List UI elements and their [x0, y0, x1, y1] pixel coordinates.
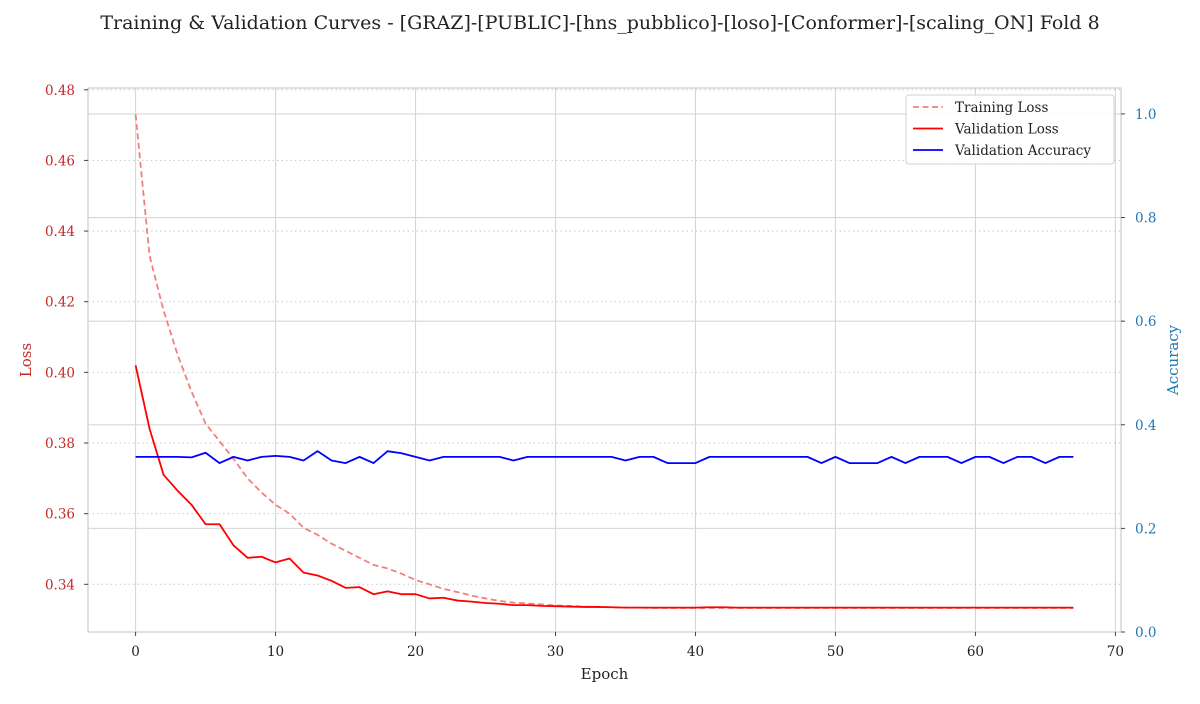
x-tick-label: 70	[1107, 644, 1124, 660]
y-tick-label: 0.36	[45, 507, 75, 523]
x-tick-label: 50	[827, 644, 844, 660]
y2-tick-label: 0.2	[1135, 521, 1156, 537]
axis-layer: 0 10 20 30 40 50 60 70 0.34 0.36 0.38 0.40 0.42 0.44 0…	[45, 83, 1157, 660]
x-tick-label: 40	[687, 644, 704, 660]
y-tick-label: 0.38	[45, 436, 75, 452]
series-line-training-loss	[134, 114, 1074, 609]
y-axis-label: Loss	[17, 343, 35, 377]
y-tick-label: 0.40	[45, 365, 75, 381]
y2-tick-label: 0.8	[1135, 211, 1156, 227]
legend-label: Validation Accuracy	[954, 143, 1091, 159]
y2-tick-label: 0.6	[1135, 314, 1156, 330]
x-tick-label: 30	[547, 644, 564, 660]
y2-axis-label: Accuracy	[1164, 324, 1182, 396]
y2-tick-label: 1.0	[1135, 107, 1156, 123]
series-layer	[134, 114, 1074, 609]
x-tick-label: 0	[131, 644, 140, 660]
x-tick-label: 20	[407, 644, 424, 660]
y-tick-label: 0.46	[45, 153, 75, 169]
x-tick-label: 60	[967, 644, 984, 660]
legend-label: Training Loss	[955, 100, 1048, 116]
grid-layer	[88, 88, 1121, 633]
legend-label: Validation Loss	[954, 122, 1059, 138]
y-tick-label: 0.42	[45, 295, 75, 311]
y2-tick-label: 0.4	[1135, 418, 1156, 434]
y2-tick-label: 0.0	[1135, 625, 1156, 641]
chart-legend: Training Loss Validation Loss Validation A…	[905, 94, 1115, 165]
x-tick-label: 10	[267, 644, 284, 660]
y-tick-label: 0.48	[45, 83, 75, 99]
x-axis-label: Epoch	[581, 665, 629, 683]
y-tick-label: 0.34	[45, 577, 75, 593]
y-tick-label: 0.44	[45, 224, 75, 240]
series-line-validation-loss	[134, 365, 1074, 609]
plot-frame	[87, 87, 1122, 633]
series-line-validation-accuracy	[135, 450, 1074, 465]
chart-title: Training & Validation Curves - [GRAZ]-[P…	[100, 12, 1099, 34]
legend-box	[905, 94, 1115, 165]
